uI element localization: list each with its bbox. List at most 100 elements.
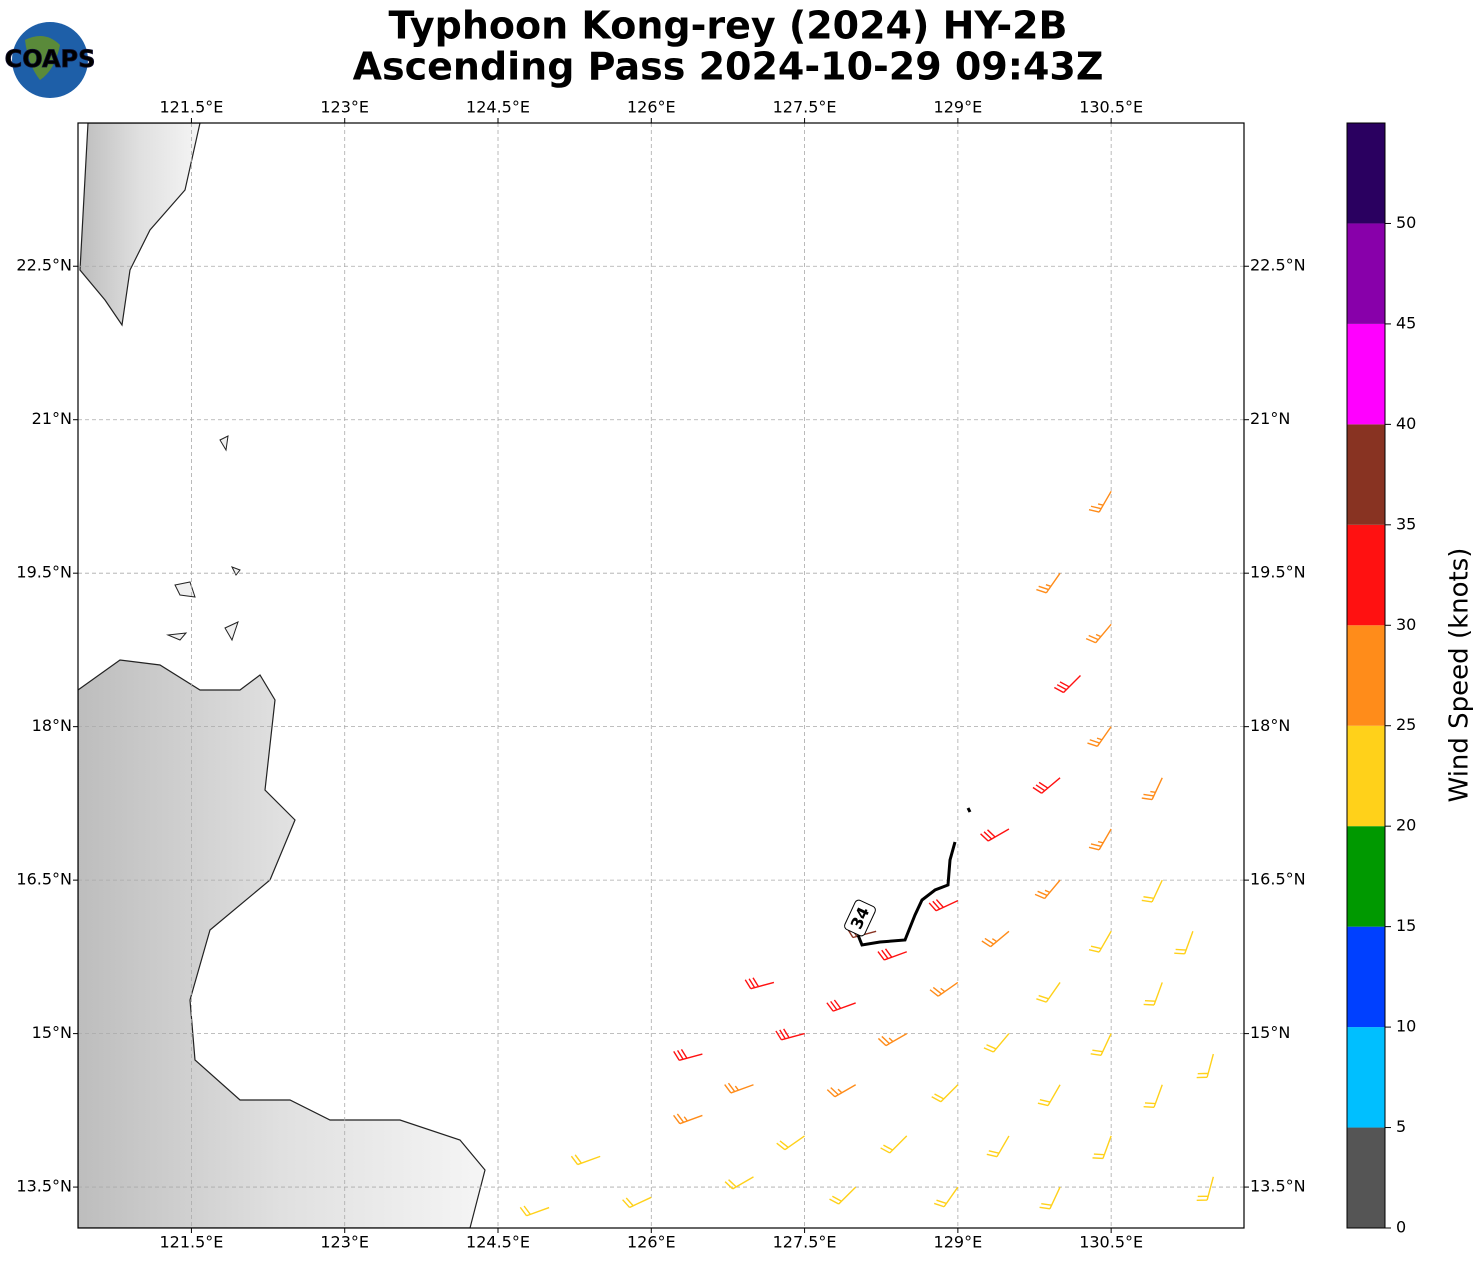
wind-barb	[880, 1135, 908, 1154]
colorbar-bin	[1347, 123, 1385, 224]
colorbar-bin	[1347, 926, 1385, 1028]
wind-barb	[1032, 777, 1061, 794]
wind-barb	[928, 899, 959, 912]
wind-barb	[1196, 1176, 1215, 1202]
luzon	[78, 659, 486, 1228]
wind-barb	[931, 1084, 959, 1103]
wind-barb	[570, 1154, 601, 1166]
colorbar-bin	[1347, 826, 1385, 927]
colorbar-bin	[1347, 1027, 1385, 1128]
y-tick-label: 15°N	[1250, 1023, 1290, 1042]
x-tick-label: 126°E	[627, 98, 676, 117]
colorbar-tick-label: 40	[1396, 414, 1416, 433]
colorbar-bin	[1347, 725, 1385, 827]
colorbar-tick-label: 10	[1396, 1017, 1416, 1036]
wind-barb	[1085, 623, 1112, 644]
colorbar: 0 5 10 15 20 25 30 35 40 45 50	[1346, 122, 1416, 1237]
y-tick-label: 22.5°N	[1250, 256, 1306, 275]
x-tick-label: 129°E	[934, 1233, 983, 1252]
colorbar-tick-label: 0	[1396, 1218, 1406, 1237]
colorbar-tick-label: 25	[1396, 715, 1416, 734]
colorbar-tick-label: 45	[1396, 313, 1416, 332]
wind-barb	[724, 1176, 754, 1190]
grid: 121.5°E 121.5°E 123°E 123°E 124.5°E 124.5°E 12…	[16, 98, 1305, 1252]
wind-barb	[986, 1135, 1010, 1158]
y-tick-label: 18°N	[32, 716, 72, 735]
wind-barb	[1039, 1186, 1061, 1210]
wind-barb	[1143, 1084, 1163, 1109]
y-tick-label: 15°N	[32, 1023, 72, 1042]
title-line: Ascending Pass 2024-10-29 09:43Z	[353, 45, 1104, 89]
colorbar-bin	[1347, 424, 1385, 525]
colorbar-tick-label: 15	[1396, 916, 1416, 935]
title-line: Typhoon Kong-rey (2024) HY-2B	[389, 4, 1068, 48]
x-tick-label: 123°E	[320, 98, 369, 117]
x-tick-label: 123°E	[320, 1233, 369, 1252]
wind-barb	[1087, 726, 1112, 747]
wind-barb	[673, 1113, 703, 1125]
colorbar-bin	[1347, 625, 1385, 726]
wind-barb	[1174, 931, 1194, 955]
wind-barb	[1090, 1033, 1112, 1057]
colorbar-tick-label: 50	[1396, 213, 1416, 232]
y-tick-label: 19.5°N	[1250, 563, 1306, 582]
colorbar-tick-label: 30	[1396, 615, 1416, 634]
colorbar-frame	[1346, 122, 1386, 1229]
land	[78, 123, 486, 1228]
logo-text: COAPS	[5, 45, 96, 73]
wind-barb	[933, 1186, 959, 1208]
wind-barb	[724, 1082, 754, 1094]
wind-barb	[1088, 828, 1112, 851]
y-tick-label: 13.5°N	[1250, 1177, 1306, 1196]
y-tick-label: 19.5°N	[16, 563, 72, 582]
y-tick-label: 13.5°N	[16, 1177, 72, 1196]
y-tick-label: 21°N	[1250, 409, 1290, 428]
wind-barb	[1037, 1084, 1061, 1107]
wind-barbs	[519, 490, 1215, 1217]
wind-barb	[1196, 1053, 1215, 1079]
x-tick-label: 127.5°E	[773, 98, 837, 117]
wind-barb	[1092, 1135, 1112, 1160]
colorbar-label: Wind Speed (knots)	[1445, 548, 1475, 803]
wind-barb	[981, 930, 1010, 948]
wind-barb	[877, 1032, 908, 1047]
wind-barb	[1036, 982, 1061, 1003]
islands	[166, 435, 241, 642]
map-frame	[77, 122, 1245, 1229]
wind-barb	[826, 999, 856, 1012]
x-tick-label: 130.5°E	[1079, 98, 1143, 117]
contour-line	[856, 807, 972, 947]
wind-barb	[829, 1186, 857, 1205]
y-tick-label: 18°N	[1250, 716, 1290, 735]
y-tick-label: 16.5°N	[1250, 870, 1306, 889]
colorbar-bin	[1347, 223, 1385, 324]
colorbar-bin	[1347, 323, 1385, 425]
wind-barb	[983, 1033, 1010, 1053]
wind-barb	[1141, 879, 1163, 903]
y-tick-label: 21°N	[32, 409, 72, 428]
wind-barb	[1036, 572, 1061, 594]
wind-barb	[744, 977, 775, 990]
wind-barb	[1088, 490, 1112, 513]
wind-barb	[1034, 879, 1061, 900]
taiwan	[79, 123, 201, 327]
colorbar-tick-label: 5	[1396, 1117, 1406, 1136]
x-tick-label: 124.5°E	[466, 1233, 530, 1252]
wind-barb	[1053, 675, 1081, 694]
x-tick-label: 124.5°E	[466, 98, 530, 117]
x-tick-label: 121.5°E	[159, 1233, 223, 1252]
y-tick-label: 16.5°N	[16, 870, 72, 889]
y-tick-label: 22.5°N	[16, 256, 72, 275]
wind-barb	[929, 981, 959, 997]
colorbar-bin	[1347, 524, 1385, 626]
wind-barb	[980, 828, 1010, 842]
colorbar-tick-label: 20	[1396, 816, 1416, 835]
wind-barb	[622, 1196, 652, 1209]
wind-barb	[673, 1048, 703, 1061]
wind-barb	[877, 948, 908, 961]
x-tick-label: 126°E	[627, 1233, 676, 1252]
wind-barb	[775, 1028, 805, 1041]
x-tick-label: 121.5°E	[159, 98, 223, 117]
wind-barb	[1141, 777, 1163, 801]
